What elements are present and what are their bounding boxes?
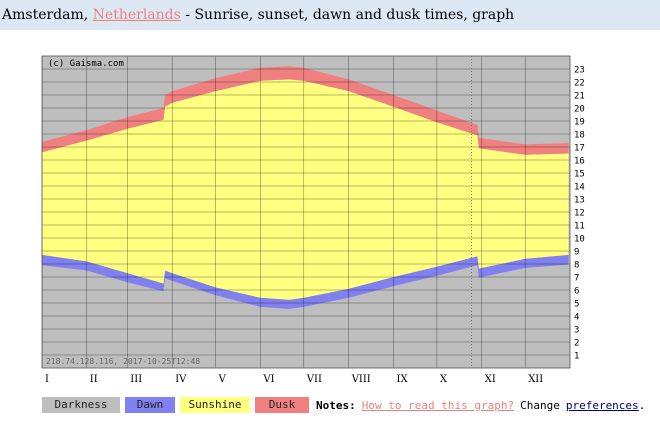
- legend-darkness: Darkness: [42, 397, 120, 413]
- y-tick-label: 10: [574, 235, 585, 245]
- y-tick-label: 17: [574, 144, 585, 154]
- y-tick-label: 18: [574, 131, 585, 141]
- y-tick-label: 11: [574, 222, 585, 232]
- y-tick-label: 5: [574, 300, 579, 310]
- y-tick-label: 2: [574, 339, 579, 349]
- y-tick-label: 22: [574, 79, 585, 89]
- band-dusk: [42, 66, 569, 155]
- y-tick-label: 19: [574, 118, 585, 128]
- x-tick-label: I: [45, 374, 49, 385]
- period-text: .: [638, 398, 646, 412]
- x-tick-label: VIII: [351, 374, 371, 385]
- y-tick-label: 16: [574, 157, 585, 167]
- x-tick-labels: I II III IV V VI VII VIII IX X XI XII: [45, 374, 543, 385]
- y-tick-label: 13: [574, 196, 585, 206]
- y-tick-label: 14: [574, 183, 585, 193]
- x-tick-label: XI: [485, 374, 496, 385]
- preferences-link[interactable]: preferences: [565, 398, 639, 412]
- x-tick-label: X: [440, 374, 448, 385]
- y-tick-label: 23: [574, 66, 585, 76]
- y-tick-label: 4: [574, 313, 579, 323]
- legend: Darkness Dawn Sunshine Dusk Notes: How t…: [42, 396, 645, 414]
- change-text: Change: [520, 398, 560, 412]
- watermark-text: (c) Gaisma.com: [48, 59, 124, 69]
- chart-grid: [41, 55, 571, 369]
- y-tick-label: 1: [574, 352, 579, 362]
- x-tick-label: VI: [262, 374, 274, 385]
- country-link[interactable]: Netherlands: [92, 7, 181, 23]
- legend-dusk: Dusk: [255, 397, 309, 413]
- plot-border: [41, 55, 571, 369]
- city-name: Amsterdam,: [2, 7, 89, 23]
- x-tick-label: III: [130, 374, 142, 385]
- y-tick-label: 9: [574, 248, 579, 258]
- y-tick-label: 12: [574, 209, 585, 219]
- x-tick-label: XII: [528, 374, 543, 385]
- y-tick-label: 15: [574, 170, 585, 180]
- legend-sunshine: Sunshine: [180, 397, 250, 413]
- page-title: Amsterdam, Netherlands - Sunrise, sunset…: [0, 0, 660, 30]
- y-tick-label: 8: [574, 261, 579, 271]
- legend-dawn: Dawn: [125, 397, 175, 413]
- title-rest: - Sunrise, sunset, dawn and dusk times, …: [180, 7, 515, 23]
- y-tick-label: 21: [574, 92, 585, 102]
- x-tick-label: IX: [397, 374, 409, 385]
- footer-text: 218.74.128.116, 2017-10-25T12:48: [46, 357, 200, 366]
- y-tick-label: 20: [574, 105, 585, 115]
- notes-label: Notes:: [316, 398, 356, 412]
- y-tick-label: 3: [574, 326, 579, 336]
- x-tick-label: II: [90, 374, 98, 385]
- x-tick-label: IV: [175, 374, 187, 385]
- how-to-read-link[interactable]: How to read this graph?: [361, 398, 515, 412]
- x-tick-label: V: [218, 374, 227, 385]
- y-tick-label: 7: [574, 274, 579, 284]
- x-tick-label: VII: [306, 374, 322, 385]
- y-tick-label: 6: [574, 287, 579, 297]
